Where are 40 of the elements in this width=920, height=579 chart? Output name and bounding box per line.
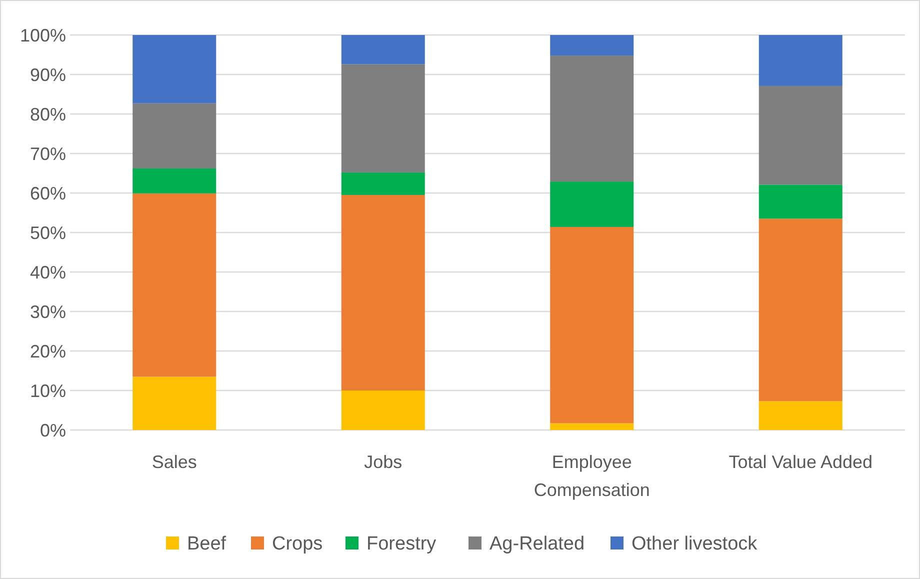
- bar: [550, 226, 634, 424]
- y-tick-label: 20%: [30, 341, 66, 362]
- bar: [132, 168, 216, 194]
- bar: [758, 401, 842, 430]
- y-tick-label: 10%: [30, 380, 66, 401]
- bar: [132, 193, 216, 377]
- legend-label: Other livestock: [632, 534, 758, 555]
- y-tick-label: 0%: [40, 420, 66, 440]
- y-tick-label: 30%: [30, 302, 66, 322]
- bar: [132, 35, 216, 104]
- y-tick-label: 80%: [30, 104, 66, 124]
- y-tick-label: 70%: [30, 144, 66, 164]
- x-tick-label: Sales: [152, 452, 197, 472]
- bar: [341, 172, 425, 195]
- bar: [341, 390, 425, 430]
- y-tick-label: 90%: [30, 64, 66, 85]
- bar: [550, 35, 634, 56]
- x-tick-label: Total Value Added: [728, 452, 873, 472]
- bar: [341, 194, 425, 390]
- bar: [550, 56, 634, 182]
- bar: [758, 35, 842, 86]
- bar: [341, 64, 425, 172]
- y-tick-label: 60%: [30, 183, 66, 204]
- y-tick-label: 100%: [20, 25, 66, 46]
- legend-label: Ag-Related: [490, 534, 585, 555]
- bar: [341, 35, 425, 64]
- x-tick-label: Employee Compensation: [534, 452, 650, 500]
- bar: [550, 182, 634, 227]
- bar: [132, 103, 216, 169]
- bar: [758, 218, 842, 402]
- y-tick-label: 40%: [30, 262, 66, 282]
- bar: [550, 423, 634, 430]
- bar: [758, 184, 842, 219]
- x-tick-label: Jobs: [364, 452, 402, 472]
- bar: [132, 376, 216, 430]
- legend-label: Forestry: [366, 534, 437, 555]
- legend-label: Beef: [187, 534, 227, 555]
- bar: [758, 86, 842, 185]
- legend-label: Crops: [272, 534, 323, 555]
- y-tick-label: 50%: [30, 222, 66, 243]
